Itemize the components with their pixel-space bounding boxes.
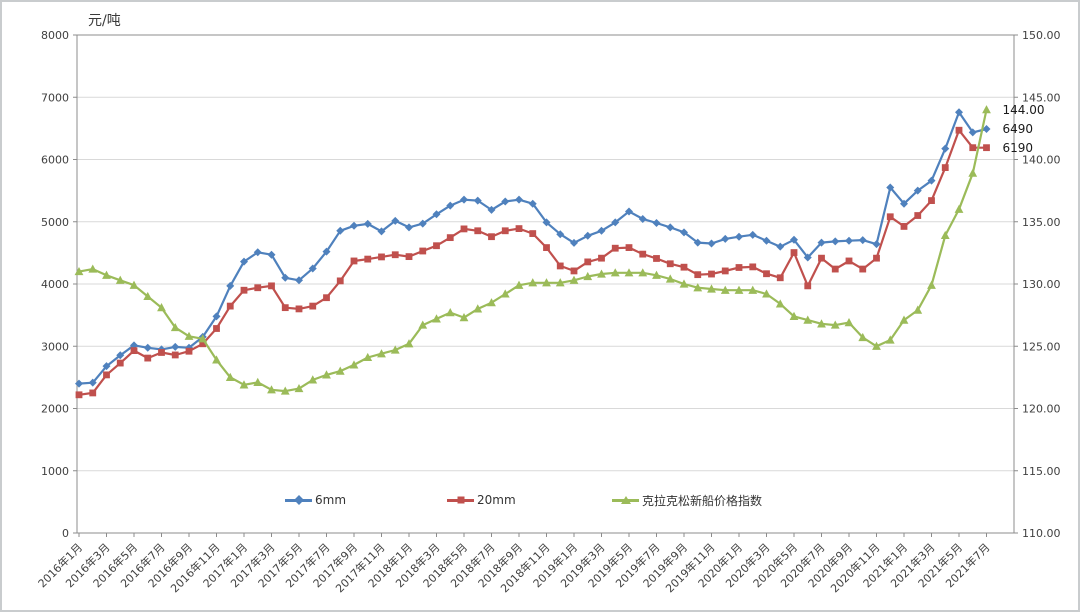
svg-text:130.00: 130.00 <box>1022 278 1061 291</box>
svg-text:135.00: 135.00 <box>1022 216 1061 229</box>
svg-text:8000: 8000 <box>41 29 69 42</box>
svg-text:0: 0 <box>62 527 69 540</box>
svg-text:145.00: 145.00 <box>1022 91 1061 104</box>
svg-text:7000: 7000 <box>41 91 69 104</box>
svg-text:125.00: 125.00 <box>1022 340 1061 353</box>
svg-text:3000: 3000 <box>41 340 69 353</box>
data-label-index: 144.00 <box>1002 102 1045 117</box>
svg-text:150.00: 150.00 <box>1022 29 1061 42</box>
svg-text:140.00: 140.00 <box>1022 154 1061 167</box>
svg-text:110.00: 110.00 <box>1022 527 1061 540</box>
svg-text:5000: 5000 <box>41 216 69 229</box>
svg-text:4000: 4000 <box>41 278 69 291</box>
svg-text:115.00: 115.00 <box>1022 465 1061 478</box>
svg-text:1000: 1000 <box>41 465 69 478</box>
svg-text:2000: 2000 <box>41 403 69 416</box>
data-label-20mm: 6190 <box>1002 140 1034 155</box>
data-label-6mm: 6490 <box>1002 121 1034 136</box>
svg-text:120.00: 120.00 <box>1022 403 1061 416</box>
left-axis-title: 元/吨 <box>88 13 121 29</box>
svg-text:6000: 6000 <box>41 154 69 167</box>
